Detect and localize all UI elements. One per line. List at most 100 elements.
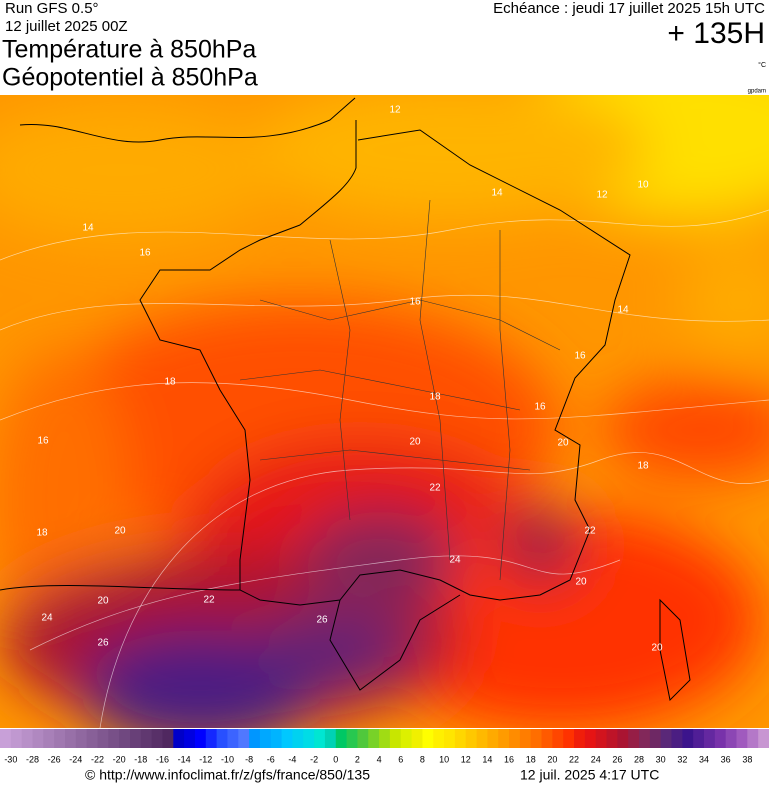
- scale-swatch: [714, 729, 727, 748]
- contour-label: 18: [637, 461, 649, 472]
- scale-swatch: [21, 729, 33, 748]
- scale-swatch: [32, 729, 44, 748]
- scale-label: 22: [569, 754, 579, 764]
- scale-swatch: [151, 729, 163, 748]
- scale-swatch: [476, 729, 488, 748]
- contour-label: 14: [491, 188, 503, 199]
- scale-swatch: [454, 729, 467, 748]
- scale-swatch: [97, 729, 109, 748]
- contour-label: 24: [449, 555, 461, 566]
- scale-swatch: [10, 729, 23, 748]
- scale-label: 34: [699, 754, 709, 764]
- scale-label: -26: [48, 754, 61, 764]
- contour-label: 20: [97, 596, 109, 607]
- unit: gpdam: [748, 89, 766, 95]
- footer-time: 12 juil. 2025 4:17 UTC: [520, 767, 659, 783]
- scale-label: 16: [504, 754, 514, 764]
- contour-label: 16: [534, 402, 546, 413]
- scale-swatch: [75, 729, 88, 748]
- scale-label: -16: [156, 754, 169, 764]
- scale-swatch: [238, 729, 250, 748]
- scale-label: 24: [591, 754, 601, 764]
- lead-time: + 135H: [667, 17, 765, 50]
- scale-label: -10: [221, 754, 234, 764]
- scale-swatch: [227, 729, 239, 748]
- scale-swatch: [758, 729, 769, 748]
- contour-label: 20: [114, 526, 126, 537]
- scale-label: 18: [526, 754, 536, 764]
- scale-swatch: [541, 729, 553, 748]
- scale-swatch: [444, 729, 456, 748]
- scale-swatch: [314, 729, 326, 748]
- scale-swatch: [422, 729, 434, 748]
- contour-label: 14: [617, 305, 629, 316]
- scale-swatch: [43, 729, 55, 748]
- scale-label: 38: [742, 754, 752, 764]
- scale-swatch: [64, 729, 77, 748]
- scale-swatch: [249, 729, 261, 748]
- scale-swatch: [671, 729, 683, 748]
- scale-label: 8: [420, 754, 425, 764]
- scale-swatch: [704, 729, 716, 748]
- scale-label: 0: [333, 754, 338, 764]
- scale-swatch: [725, 729, 738, 748]
- scale-swatch: [303, 729, 315, 748]
- run: Run GFS 0.5°: [5, 0, 99, 17]
- scale-swatch: [606, 729, 618, 748]
- scale-label: -24: [69, 754, 82, 764]
- scale-label: 6: [398, 754, 403, 764]
- contour-label: 24: [41, 613, 53, 624]
- contour-label: 26: [316, 615, 328, 626]
- scale-swatch: [389, 729, 402, 748]
- scale-label: -18: [134, 754, 147, 764]
- contour-label: 18: [164, 377, 176, 388]
- scale-label: -30: [4, 754, 17, 764]
- scale-swatch: [216, 729, 228, 748]
- scale-swatch: [411, 729, 423, 748]
- scale-label: 20: [547, 754, 557, 764]
- scale-swatch: [628, 729, 640, 748]
- contour-label: 16: [574, 351, 586, 362]
- scale-swatch: [433, 729, 445, 748]
- contour-label: 14: [82, 223, 94, 234]
- scale-swatch: [747, 729, 759, 748]
- contour-label: 12: [596, 190, 608, 201]
- contour-label: 16: [139, 248, 151, 259]
- scale-swatch: [379, 729, 391, 748]
- scale-label: -22: [91, 754, 104, 764]
- scale-swatch: [649, 729, 662, 748]
- scale-label: 26: [612, 754, 622, 764]
- scale-swatch: [54, 729, 66, 748]
- forecast: Echéance : jeudi 17 juillet 2025 15h UTC: [493, 0, 765, 17]
- contour-label: 20: [651, 643, 663, 654]
- scale-swatch: [357, 729, 369, 748]
- scale-label: -8: [245, 754, 253, 764]
- scale-label: -20: [113, 754, 126, 764]
- scale-swatch: [595, 729, 608, 748]
- scale-swatch: [281, 729, 293, 748]
- contour-label: 26: [97, 638, 109, 649]
- scale-label: 30: [656, 754, 666, 764]
- scale-label: 10: [439, 754, 449, 764]
- scale-swatch: [509, 729, 521, 748]
- scale-label: 12: [461, 754, 471, 764]
- contour-label: 12: [389, 105, 401, 116]
- scale-swatch: [346, 729, 358, 748]
- contour-label: 18: [36, 528, 48, 539]
- scale-swatch: [324, 729, 337, 748]
- scale-label: 32: [677, 754, 687, 764]
- contour-label: 20: [557, 438, 569, 449]
- scale-swatch: [129, 729, 142, 748]
- scale-label: -28: [26, 754, 39, 764]
- scale-swatch: [563, 729, 575, 748]
- scale-swatch: [552, 729, 564, 748]
- scale-swatch: [465, 729, 478, 748]
- title: Température à 850hPa: [2, 36, 256, 64]
- scale-swatch: [108, 729, 120, 748]
- scale-swatch: [400, 729, 413, 748]
- scale-swatch: [270, 729, 283, 748]
- footer-url: © http://www.infoclimat.fr/z/gfs/france/…: [85, 767, 370, 783]
- contour-label: 16: [409, 297, 421, 308]
- contour-label: 10: [637, 180, 649, 191]
- unit: °C: [758, 61, 766, 69]
